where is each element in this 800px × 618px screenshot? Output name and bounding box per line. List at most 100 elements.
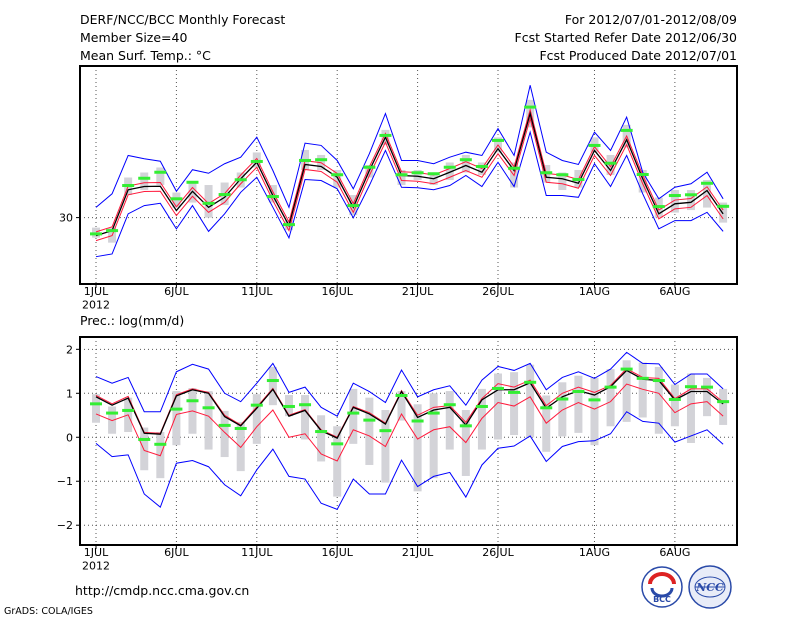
observed-marker	[299, 403, 312, 407]
observed-marker	[524, 380, 537, 384]
observed-marker	[636, 376, 649, 380]
observed-marker	[170, 407, 183, 411]
observed-marker	[620, 367, 633, 371]
ncc-logo-text: NCC	[695, 581, 724, 594]
observed-marker	[668, 194, 681, 198]
observed-marker	[717, 204, 730, 208]
member-size: Member Size=40	[80, 30, 187, 45]
x-tick-label: 11JUL	[241, 285, 273, 298]
observed-marker	[299, 158, 312, 162]
observed-marker	[395, 393, 408, 397]
produced-date: Fcst Produced Date 2012/07/01	[539, 48, 737, 63]
bcc-logo-text: BCC	[653, 595, 671, 604]
clim-range-bar	[606, 154, 615, 175]
observed-marker	[138, 437, 151, 441]
observed-marker	[202, 406, 215, 410]
observed-marker	[636, 172, 649, 176]
observed-marker	[717, 400, 730, 404]
observed-marker	[266, 379, 279, 383]
clim-range-bar	[461, 154, 470, 173]
clim-range-bar	[670, 190, 679, 213]
clim-range-bar	[703, 377, 712, 417]
observed-marker	[652, 379, 665, 383]
x-tick-label: 6AUG	[659, 285, 690, 298]
clim-range-bar	[413, 169, 422, 181]
observed-marker	[588, 143, 601, 147]
observed-marker	[331, 442, 344, 446]
chart-title: DERF/NCC/BCC Monthly Forecast	[80, 12, 285, 27]
observed-marker	[363, 165, 376, 169]
clim-range-bar	[590, 377, 599, 446]
clim-range-bar	[140, 427, 149, 471]
clim-range-bar	[638, 362, 647, 418]
observed-marker	[459, 158, 472, 162]
observed-marker	[122, 184, 135, 188]
clim-range-bar	[220, 410, 229, 458]
clim-range-bar	[172, 391, 181, 446]
observed-marker	[106, 411, 119, 415]
clim-range-bar	[445, 391, 454, 450]
plot-frame	[79, 336, 738, 546]
observed-marker	[411, 171, 424, 175]
observed-marker	[90, 402, 102, 406]
y-tick-label: −1	[57, 475, 73, 488]
observed-marker	[572, 178, 585, 182]
clim-range-bar	[301, 395, 310, 440]
observed-marker	[701, 181, 714, 185]
clim-range-bar	[92, 394, 100, 423]
observed-marker	[620, 128, 633, 132]
observed-marker	[588, 398, 601, 402]
ensemble-mean-line	[95, 111, 724, 237]
y-tick-label: 1	[66, 387, 73, 400]
observed-marker	[250, 403, 263, 407]
observed-marker	[138, 176, 151, 180]
y-tick-label: 2	[66, 343, 73, 356]
clim-range-bar	[429, 393, 438, 479]
clim-range-bar	[606, 369, 615, 427]
observed-marker	[154, 442, 167, 446]
observed-marker	[331, 173, 344, 177]
observed-marker	[604, 161, 617, 165]
observed-marker	[492, 386, 504, 390]
observed-marker	[379, 133, 392, 137]
observed-marker	[106, 229, 119, 233]
clim-range-bar	[317, 415, 326, 462]
clim-range-bar	[204, 391, 213, 450]
observed-marker	[668, 397, 681, 401]
x-tick-label: 21JUL	[402, 285, 434, 298]
clim-range-bar	[558, 382, 567, 437]
observed-marker	[508, 390, 521, 394]
observed-marker	[170, 197, 183, 201]
observed-marker	[234, 426, 247, 430]
observed-marker	[701, 385, 714, 389]
clim-range-bar	[140, 172, 149, 191]
observed-marker	[556, 397, 569, 401]
x-tick-label: 21JUL	[402, 546, 434, 559]
observed-marker	[347, 204, 360, 208]
clim-range-bar	[413, 404, 422, 492]
observed-marker	[459, 424, 472, 428]
y-tick-label: −2	[57, 519, 73, 532]
observed-marker	[427, 411, 440, 415]
x-tick-label: 16JUL	[321, 285, 353, 298]
observed-marker	[250, 159, 263, 163]
year-label: 2012	[82, 560, 110, 573]
ensemble-min-line	[95, 130, 724, 258]
observed-marker	[122, 408, 135, 412]
clim-range-bar	[670, 384, 679, 427]
observed-marker	[315, 430, 328, 434]
clim-range-bar	[268, 185, 277, 203]
observed-marker	[443, 403, 456, 407]
website-url[interactable]: http://cmdp.ncc.cma.gov.cn	[75, 583, 249, 598]
observed-marker	[443, 165, 456, 169]
clim-range-bar	[574, 375, 583, 433]
observed-marker	[475, 404, 488, 408]
spread-lower-line	[95, 116, 724, 242]
observed-marker	[282, 404, 295, 408]
clim-range-bar	[719, 388, 728, 425]
year-label: 2012	[82, 299, 110, 312]
clim-range-bar	[622, 360, 631, 422]
temperature-panel: 1JUL 6JUL 11JUL 16JUL 21JUL 26JUL 1AUG 6AUG 2012…	[59, 65, 738, 312]
observed-marker	[572, 390, 585, 394]
observed-marker	[540, 171, 553, 175]
